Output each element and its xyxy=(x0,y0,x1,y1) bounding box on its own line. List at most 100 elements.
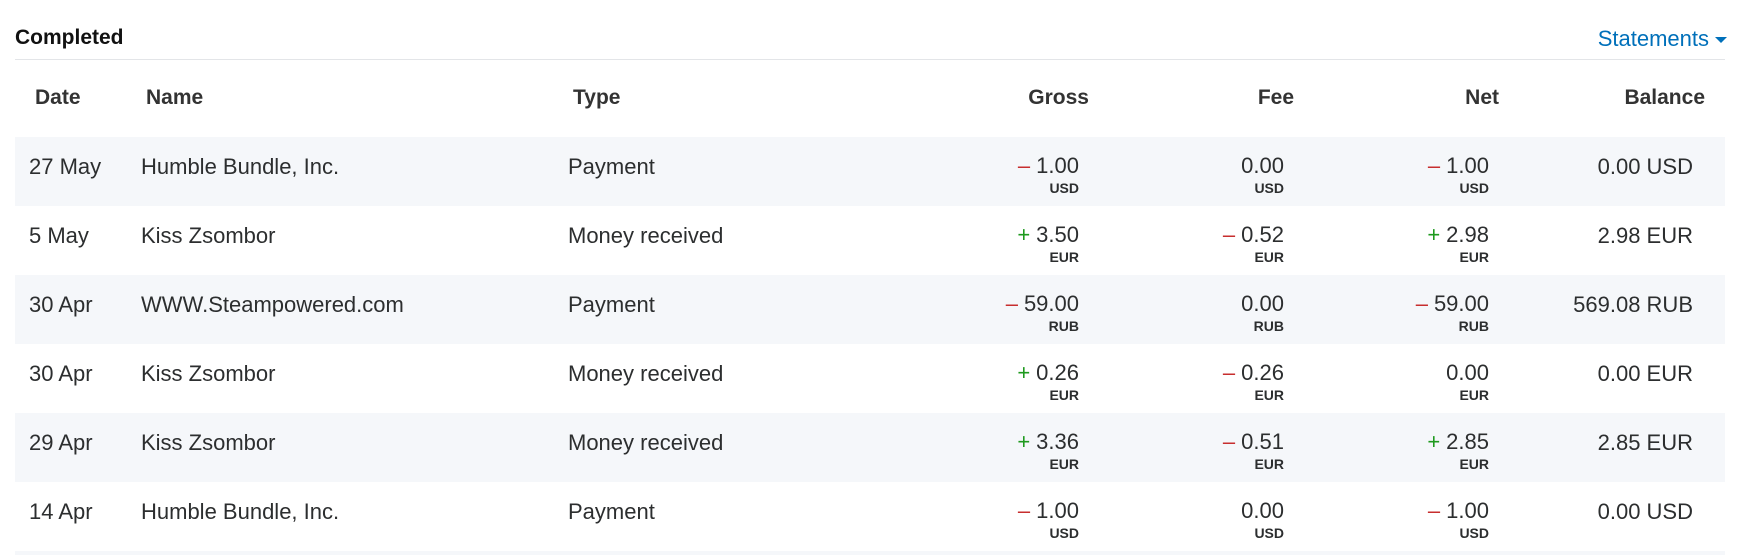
amount: 1.00 xyxy=(1446,498,1489,523)
section-title: Completed xyxy=(15,26,124,49)
amount: 0.00 xyxy=(1446,360,1489,385)
type: Payment xyxy=(568,292,655,317)
currency: EUR xyxy=(1049,249,1079,265)
type: Payment xyxy=(568,499,655,524)
divider xyxy=(15,59,1725,60)
gross-line: –59.00 xyxy=(1006,292,1079,316)
gross-line: –1.00 xyxy=(1018,499,1079,523)
balance: 569.08 RUB xyxy=(1573,292,1693,317)
fee-amount: –0.26 EUR xyxy=(1223,361,1284,404)
type: Payment xyxy=(568,154,655,179)
sign: + xyxy=(1017,222,1031,247)
net-amount: –1.00 USD xyxy=(1428,154,1489,197)
currency: USD xyxy=(1254,180,1284,196)
column-header[interactable]: Type xyxy=(573,86,621,109)
date: 27 May xyxy=(29,154,102,179)
column-header[interactable]: Name xyxy=(146,86,204,109)
transaction-row[interactable]: 29 Apr Kiss Zsombor Money received +3.36 EUR… xyxy=(15,413,1725,482)
balance: 0.00 USD xyxy=(1597,499,1693,524)
fee-amount: 0.00 USD xyxy=(1241,154,1284,197)
date: 14 Apr xyxy=(29,499,93,524)
date: 5 May xyxy=(29,223,89,248)
sign: – xyxy=(1427,153,1441,178)
next-row-edge xyxy=(15,551,1725,555)
sign: – xyxy=(1222,360,1236,385)
fee-line: 0.00 xyxy=(1241,154,1284,178)
amount: 3.36 xyxy=(1036,429,1079,454)
currency: USD xyxy=(1049,180,1079,196)
amount: 3.50 xyxy=(1036,222,1079,247)
amount: 0.26 xyxy=(1036,360,1079,385)
currency: USD xyxy=(1459,525,1489,541)
transaction-row[interactable]: 30 Apr WWW.Steampowered.com Payment –59.00 R… xyxy=(15,275,1725,344)
fee-amount: –0.52 EUR xyxy=(1223,223,1284,266)
name: Humble Bundle, Inc. xyxy=(141,154,340,179)
net-amount: +2.98 EUR xyxy=(1427,223,1489,266)
transaction-row[interactable]: 5 May Kiss Zsombor Money received +3.50 EUR –… xyxy=(15,206,1725,275)
amount: 0.00 xyxy=(1241,498,1284,523)
gross-line: +0.26 xyxy=(1017,361,1079,385)
gross-line: +3.50 xyxy=(1017,223,1079,247)
amount: 0.52 xyxy=(1241,222,1284,247)
currency: EUR xyxy=(1049,387,1079,403)
balance: 0.00 USD xyxy=(1597,154,1693,179)
amount: 0.00 xyxy=(1241,153,1284,178)
net-line: +2.98 xyxy=(1427,223,1489,247)
type: Money received xyxy=(568,361,724,386)
amount: 1.00 xyxy=(1036,153,1079,178)
currency: EUR xyxy=(1459,387,1489,403)
column-header[interactable]: Balance xyxy=(1624,86,1705,109)
column-header[interactable]: Gross xyxy=(1028,86,1089,109)
type: Money received xyxy=(568,430,724,455)
fee-line: –0.51 xyxy=(1223,430,1284,454)
transaction-row[interactable]: 30 Apr Kiss Zsombor Money received +0.26 EUR… xyxy=(15,344,1725,413)
amount: 1.00 xyxy=(1446,153,1489,178)
amount: 59.00 xyxy=(1433,291,1489,316)
name: Kiss Zsombor xyxy=(141,361,276,386)
fee-line: 0.00 xyxy=(1241,292,1284,316)
sign: + xyxy=(1017,360,1031,385)
caret-icon[interactable] xyxy=(1715,37,1727,44)
currency: EUR xyxy=(1459,249,1489,265)
currency: EUR xyxy=(1254,456,1284,472)
sign: – xyxy=(1415,291,1428,316)
amount: 0.26 xyxy=(1241,360,1284,385)
transaction-row[interactable]: 27 May Humble Bundle, Inc. Payment –1.00 USD… xyxy=(15,137,1725,206)
net-line: –1.00 xyxy=(1428,499,1489,523)
statements-menu[interactable]: Statements xyxy=(1598,26,1727,52)
transaction-row[interactable]: 14 Apr Humble Bundle, Inc. Payment –1.00 USD… xyxy=(15,482,1725,551)
name: Humble Bundle, Inc. xyxy=(141,499,340,524)
amount: 2.85 xyxy=(1446,429,1489,454)
gross-amount: –1.00 USD xyxy=(1018,153,1079,197)
gross-amount: +3.50 EUR xyxy=(1017,223,1079,266)
sign: + xyxy=(1017,429,1031,454)
sign: – xyxy=(1427,498,1441,523)
sign: – xyxy=(1017,498,1031,523)
currency: EUR xyxy=(1049,456,1079,472)
net-amount: –1.00 USD xyxy=(1428,499,1489,542)
balance: 2.85 EUR xyxy=(1597,430,1693,455)
date: 30 Apr xyxy=(29,361,93,386)
statements-label[interactable]: Statements xyxy=(1597,26,1709,51)
name: WWW.Steampowered.com xyxy=(141,292,404,317)
name: Kiss Zsombor xyxy=(141,430,276,455)
column-header[interactable]: Net xyxy=(1465,86,1499,109)
fee-line: –0.52 xyxy=(1223,223,1284,247)
fee-line: –0.26 xyxy=(1223,361,1284,385)
amount: 59.00 xyxy=(1023,291,1079,316)
currency: EUR xyxy=(1254,249,1284,265)
gross-line: +3.36 xyxy=(1017,430,1079,454)
net-line: +2.85 xyxy=(1427,430,1489,454)
currency: USD xyxy=(1254,525,1284,541)
amount: 1.00 xyxy=(1036,498,1079,523)
amount: 2.98 xyxy=(1446,222,1489,247)
sign: – xyxy=(1222,222,1236,247)
net-line: 0.00 xyxy=(1446,361,1489,385)
net-line: –1.00 xyxy=(1428,154,1489,178)
column-header[interactable]: Fee xyxy=(1257,86,1294,109)
amount: 0.51 xyxy=(1241,429,1284,454)
column-header[interactable]: Date xyxy=(35,86,81,109)
net-line: –59.00 xyxy=(1416,292,1489,316)
currency: USD xyxy=(1049,525,1079,541)
